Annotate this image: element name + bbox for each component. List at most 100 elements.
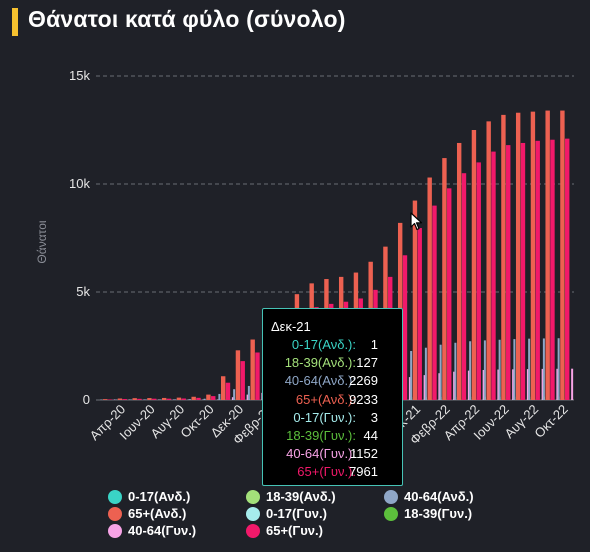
- bar-40-64(Γυν.)[interactable]: [113, 399, 116, 401]
- legend-item[interactable]: 65+(Γυν.): [246, 523, 323, 538]
- bar-40-64(Γυν.)[interactable]: [217, 399, 220, 400]
- bar-65+(Ανδ.)[interactable]: [132, 398, 137, 400]
- bar-40-64(Γυν.)[interactable]: [453, 371, 456, 400]
- bar-65+(Ανδ.)[interactable]: [412, 200, 418, 400]
- bar-65+(Ανδ.)[interactable]: [501, 114, 506, 400]
- legend-item[interactable]: 0-17(Ανδ.): [108, 489, 190, 504]
- bar-65+(Ανδ.)[interactable]: [427, 177, 432, 400]
- bar-40-64(Γυν.)[interactable]: [541, 368, 544, 400]
- bar-40-64(Ανδ.)[interactable]: [439, 344, 442, 400]
- bar-65+(Γυν.)[interactable]: [196, 397, 201, 400]
- bar-65+(Ανδ.)[interactable]: [515, 112, 521, 400]
- bar-65+(Γυν.)[interactable]: [122, 399, 127, 400]
- legend-item[interactable]: 18-39(Ανδ.): [246, 489, 336, 504]
- bar-40-64(Ανδ.)[interactable]: [100, 399, 103, 401]
- bar-40-64(Γυν.)[interactable]: [497, 369, 500, 400]
- bar-65+(Ανδ.)[interactable]: [161, 397, 167, 400]
- bar-40-64(Γυν.)[interactable]: [128, 399, 131, 401]
- bar-40-64(Γυν.)[interactable]: [512, 369, 515, 400]
- bar-40-64(Ανδ.)[interactable]: [174, 399, 177, 400]
- bar-40-64(Γυν.)[interactable]: [423, 375, 426, 400]
- bar-65+(Ανδ.)[interactable]: [530, 111, 536, 400]
- bar-40-64(Ανδ.)[interactable]: [129, 399, 132, 400]
- legend-item[interactable]: 18-39(Γυν.): [384, 506, 472, 521]
- bar-65+(Γυν.)[interactable]: [520, 142, 526, 400]
- legend-item[interactable]: 65+(Ανδ.): [108, 506, 186, 521]
- legend-item[interactable]: 40-64(Γυν.): [108, 523, 196, 538]
- bar-65+(Γυν.)[interactable]: [166, 398, 172, 400]
- bar-65+(Ανδ.)[interactable]: [176, 397, 182, 400]
- bar-65+(Γυν.)[interactable]: [565, 138, 570, 400]
- bar-40-64(Ανδ.)[interactable]: [528, 338, 531, 400]
- bar-40-64(Ανδ.)[interactable]: [557, 338, 560, 400]
- bar-65+(Γυν.)[interactable]: [255, 352, 260, 400]
- bar-65+(Ανδ.)[interactable]: [250, 339, 255, 400]
- bar-40-64(Γυν.)[interactable]: [467, 370, 470, 400]
- bar-65+(Γυν.)[interactable]: [225, 382, 231, 400]
- bar-65+(Γυν.)[interactable]: [181, 398, 186, 400]
- bar-65+(Ανδ.)[interactable]: [235, 350, 241, 400]
- title-accent-bar: [12, 8, 18, 36]
- bar-40-64(Ανδ.)[interactable]: [203, 398, 206, 400]
- legend-item[interactable]: 0-17(Γυν.): [246, 506, 327, 521]
- bar-40-64(Ανδ.)[interactable]: [233, 389, 236, 400]
- bar-40-64(Ανδ.)[interactable]: [424, 347, 427, 400]
- bar-65+(Ανδ.)[interactable]: [191, 396, 196, 400]
- bar-65+(Γυν.)[interactable]: [152, 398, 157, 400]
- bar-40-64(Γυν.)[interactable]: [187, 399, 190, 401]
- bar-40-64(Γυν.)[interactable]: [246, 394, 249, 400]
- bar-65+(Ανδ.)[interactable]: [471, 130, 477, 400]
- bar-65+(Γυν.)[interactable]: [506, 145, 511, 400]
- bar-65+(Ανδ.)[interactable]: [486, 121, 491, 401]
- bar-65+(Γυν.)[interactable]: [417, 228, 422, 400]
- bar-40-64(Γυν.)[interactable]: [158, 399, 161, 401]
- legend-item[interactable]: 40-64(Ανδ.): [384, 489, 474, 504]
- bar-40-64(Γυν.)[interactable]: [438, 373, 441, 400]
- bar-65+(Ανδ.)[interactable]: [220, 376, 226, 400]
- bar-65+(Γυν.)[interactable]: [137, 398, 142, 400]
- bar-40-64(Γυν.)[interactable]: [202, 399, 205, 401]
- bar-40-64(Γυν.)[interactable]: [143, 399, 146, 401]
- tooltip-value: 9233: [349, 391, 378, 407]
- bar-40-64(Γυν.)[interactable]: [571, 368, 574, 400]
- bar-40-64(Γυν.)[interactable]: [482, 369, 485, 400]
- bar-40-64(Γυν.)[interactable]: [526, 369, 529, 400]
- bar-40-64(Ανδ.)[interactable]: [188, 399, 191, 400]
- bar-40-64(Γυν.)[interactable]: [172, 399, 175, 401]
- bar-40-64(Γυν.)[interactable]: [556, 368, 559, 400]
- bar-65+(Ανδ.)[interactable]: [560, 110, 565, 400]
- bar-65+(Γυν.)[interactable]: [550, 139, 555, 400]
- bar-65+(Ανδ.)[interactable]: [456, 142, 462, 400]
- bar-65+(Γυν.)[interactable]: [491, 151, 496, 400]
- bar-65+(Ανδ.)[interactable]: [102, 399, 108, 400]
- bar-40-64(Ανδ.)[interactable]: [454, 342, 457, 400]
- bar-40-64(Ανδ.)[interactable]: [513, 339, 516, 400]
- bar-65+(Γυν.)[interactable]: [535, 140, 540, 401]
- bar-40-64(Ανδ.)[interactable]: [498, 339, 501, 400]
- bar-65+(Ανδ.)[interactable]: [147, 398, 152, 400]
- bar-65+(Ανδ.)[interactable]: [117, 398, 123, 400]
- bar-40-64(Ανδ.)[interactable]: [483, 340, 486, 400]
- bar-65+(Γυν.)[interactable]: [211, 396, 216, 400]
- bar-65+(Γυν.)[interactable]: [240, 361, 245, 400]
- bar-40-64(Ανδ.)[interactable]: [218, 393, 221, 400]
- bar-65+(Γυν.)[interactable]: [447, 188, 452, 400]
- bar-65+(Γυν.)[interactable]: [107, 399, 113, 400]
- bar-65+(Ανδ.)[interactable]: [442, 158, 447, 400]
- bar-65+(Γυν.)[interactable]: [476, 162, 481, 400]
- bar-40-64(Ανδ.)[interactable]: [159, 399, 162, 400]
- bar-65+(Ανδ.)[interactable]: [206, 394, 211, 400]
- bar-65+(Ανδ.)[interactable]: [545, 110, 550, 400]
- bar-65+(Γυν.)[interactable]: [461, 173, 467, 400]
- bar-65+(Γυν.)[interactable]: [432, 205, 437, 400]
- legend-swatch: [108, 523, 122, 538]
- bar-40-64(Ανδ.)[interactable]: [410, 350, 413, 400]
- bar-40-64(Ανδ.)[interactable]: [144, 399, 147, 400]
- bar-40-64(Ανδ.)[interactable]: [247, 385, 250, 400]
- bar-40-64(Γυν.)[interactable]: [231, 397, 234, 400]
- bar-40-64(Ανδ.)[interactable]: [542, 338, 545, 400]
- bar-40-64(Ανδ.)[interactable]: [115, 399, 118, 401]
- bar-40-64(Γυν.)[interactable]: [408, 377, 411, 400]
- bar-65+(Γυν.)[interactable]: [402, 255, 408, 400]
- bar-40-64(Ανδ.)[interactable]: [469, 341, 472, 400]
